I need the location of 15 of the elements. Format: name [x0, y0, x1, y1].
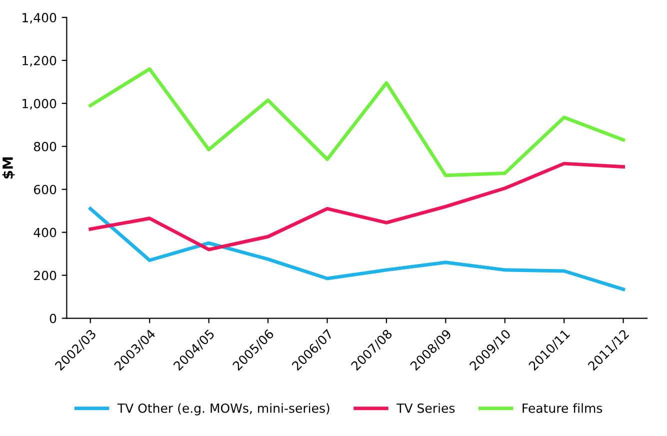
line-series [88, 162, 626, 252]
y-tick-label: 600 [34, 184, 56, 194]
legend-label: TV Series [396, 403, 455, 413]
y-tick-label: 1,000 [22, 98, 56, 110]
legend-label: TV Other (e.g. MOWs, mini-series) [117, 403, 330, 416]
y-tick-label: 1,200 [22, 56, 56, 67]
legend-label: Feature films [522, 403, 602, 413]
line-series [88, 67, 626, 178]
y-axis-title: $M [2, 157, 15, 179]
y-tick-label: 0 [50, 314, 56, 324]
y-tick-label: 1,400 [22, 12, 56, 24]
y-tick-label: 800 [34, 142, 56, 152]
y-tick-label: 200 [34, 270, 56, 280]
y-tick-label: 400 [34, 228, 56, 238]
line-series [88, 206, 626, 292]
